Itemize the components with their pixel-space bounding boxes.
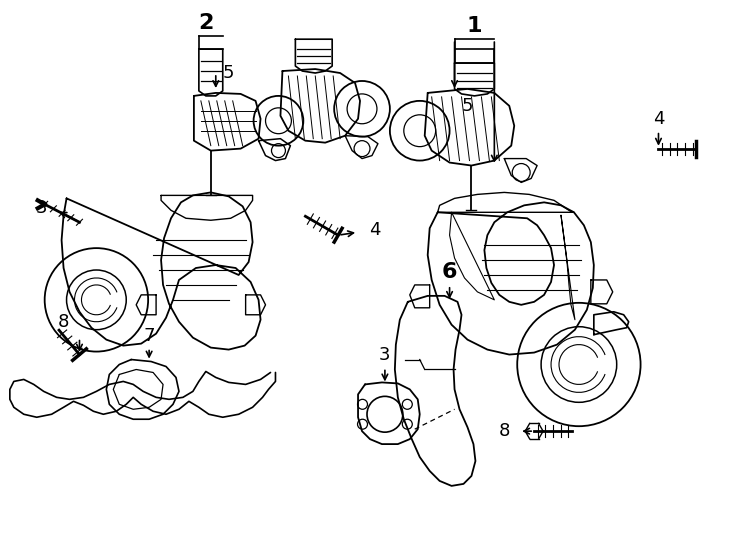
Text: 4: 4 bbox=[653, 110, 664, 128]
Text: 7: 7 bbox=[143, 327, 155, 345]
Text: 8: 8 bbox=[498, 422, 510, 440]
Text: 3: 3 bbox=[379, 346, 390, 363]
Text: 1: 1 bbox=[467, 16, 482, 36]
Text: 6: 6 bbox=[442, 262, 457, 282]
Text: 5: 5 bbox=[462, 97, 473, 115]
Text: 8: 8 bbox=[58, 313, 69, 330]
Text: 2: 2 bbox=[198, 14, 214, 33]
Text: 4: 4 bbox=[369, 221, 381, 239]
Text: 3: 3 bbox=[36, 199, 48, 217]
Text: 5: 5 bbox=[223, 64, 234, 82]
